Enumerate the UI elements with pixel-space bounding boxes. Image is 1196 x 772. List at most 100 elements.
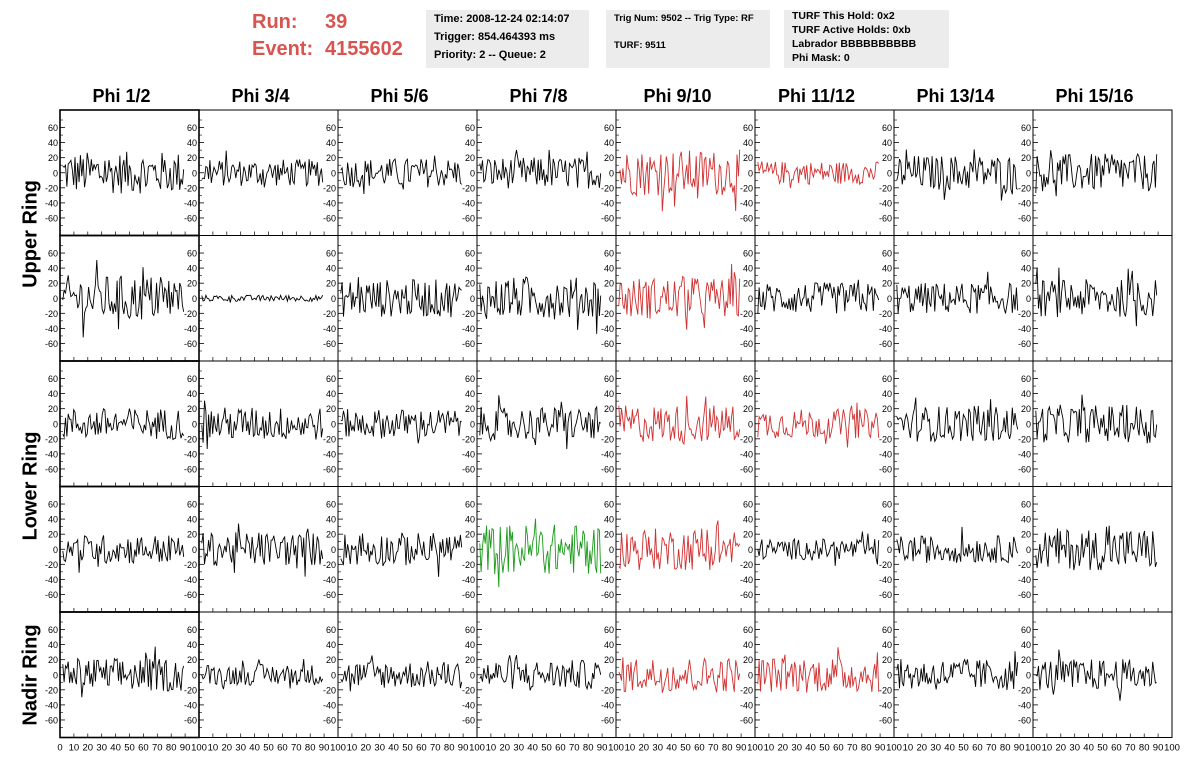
column-header-phi-7-8: Phi 7/8 bbox=[509, 86, 568, 106]
x-tick-label: 100 bbox=[1164, 743, 1180, 754]
y-tick-label: 60 bbox=[48, 625, 58, 635]
waveform-panel-r1-c4: 60 40 20 0 -20 -40 -60 bbox=[601, 235, 756, 362]
y-tick-label: -60 bbox=[184, 339, 197, 349]
y-tick-label: -20 bbox=[879, 309, 892, 319]
y-tick-label: 20 bbox=[465, 404, 475, 414]
y-tick-label: 20 bbox=[1021, 655, 1031, 665]
waveform-trace bbox=[479, 395, 601, 450]
x-tick-label: 10 bbox=[625, 743, 636, 754]
x-tick-label: 30 bbox=[791, 743, 802, 754]
x-tick-label: 10 bbox=[347, 743, 358, 754]
y-tick-label: 40 bbox=[326, 515, 336, 525]
waveform-panel-r0-c3: 60 40 20 0 -20 -40 -60 bbox=[462, 109, 617, 236]
trigger-text: Trigger: 854.464393 ms bbox=[434, 31, 556, 43]
y-tick-label: 60 bbox=[1021, 249, 1031, 259]
waveform-panel-r4-c5: 60 40 20 0 -20 -40 -60 bbox=[740, 611, 895, 738]
y-tick-label: 40 bbox=[1021, 264, 1031, 274]
waveform-trace bbox=[340, 155, 463, 195]
y-tick-label: -60 bbox=[45, 715, 58, 725]
y-tick-label: -20 bbox=[462, 434, 475, 444]
labrador-text: Labrador BBBBBBBBBB bbox=[792, 38, 917, 50]
y-tick-label: 60 bbox=[326, 123, 336, 133]
y-tick-label: -20 bbox=[184, 309, 197, 319]
panel-frame bbox=[615, 235, 756, 362]
waveform-trace bbox=[201, 150, 324, 188]
y-tick-label: -60 bbox=[323, 464, 336, 474]
waveform-trace bbox=[1035, 649, 1157, 701]
y-tick-label: 0 bbox=[192, 670, 197, 680]
y-tick-label: 40 bbox=[604, 515, 614, 525]
x-tick-label: 50 bbox=[1097, 743, 1108, 754]
y-tick-label: -60 bbox=[740, 464, 753, 474]
y-tick-label: -60 bbox=[184, 213, 197, 223]
y-tick-label: -20 bbox=[879, 685, 892, 695]
y-tick-label: 0 bbox=[887, 545, 892, 555]
x-tick-label: 50 bbox=[402, 743, 413, 754]
turf-hold-text: TURF This Hold: 0x2 bbox=[792, 10, 895, 22]
y-tick-label: 40 bbox=[187, 264, 197, 274]
x-tick-label: 20 bbox=[83, 743, 94, 754]
y-tick-label: 40 bbox=[1021, 515, 1031, 525]
y-tick-label: -20 bbox=[45, 685, 58, 695]
waveform-panel-r3-c7: 60 40 20 0 -20 -40 -60 bbox=[1018, 486, 1173, 613]
y-tick-label: 0 bbox=[331, 670, 336, 680]
x-tick-label: 20 bbox=[778, 743, 789, 754]
waveform-panel-r0-c0: 60 40 20 0 -20 -40 -60 bbox=[45, 109, 200, 237]
y-tick-label: -20 bbox=[45, 309, 58, 319]
y-tick-label: 60 bbox=[187, 625, 197, 635]
y-tick-label: 20 bbox=[604, 530, 614, 540]
y-tick-label: -60 bbox=[462, 464, 475, 474]
y-tick-label: 40 bbox=[1021, 389, 1031, 399]
waveform-panel-r1-c6: 60 40 20 0 -20 -40 -60 bbox=[879, 235, 1034, 362]
y-tick-label: 20 bbox=[326, 655, 336, 665]
x-tick-label: 100 bbox=[191, 743, 207, 754]
x-tick-label: 70 bbox=[291, 743, 302, 754]
x-tick-label: 30 bbox=[374, 743, 385, 754]
run-event-label: Run: 39 Event: 4155602 bbox=[252, 8, 422, 68]
waveform-trace bbox=[479, 518, 602, 588]
priority-text: Priority: 2 -- Queue: 2 bbox=[434, 49, 546, 61]
y-tick-label: 20 bbox=[743, 655, 753, 665]
waveform-panel-r4-c7: 60 40 20 0 -20 -40 -60 bbox=[1018, 611, 1173, 738]
y-tick-label: 60 bbox=[187, 500, 197, 510]
y-tick-label: 0 bbox=[748, 419, 753, 429]
x-tick-label: 60 bbox=[694, 743, 705, 754]
waveform-trace bbox=[479, 149, 602, 189]
x-tick-label: 20 bbox=[917, 743, 928, 754]
waveform-trace bbox=[479, 276, 602, 334]
panel-frame bbox=[893, 360, 1034, 487]
y-tick-label: 40 bbox=[465, 640, 475, 650]
y-tick-label: 60 bbox=[48, 500, 58, 510]
waveform-trace bbox=[201, 293, 324, 303]
y-tick-label: -60 bbox=[45, 464, 58, 474]
y-tick-label: 40 bbox=[882, 515, 892, 525]
y-tick-label: -60 bbox=[879, 464, 892, 474]
waveform-trace bbox=[896, 526, 1019, 564]
y-tick-label: -20 bbox=[740, 685, 753, 695]
x-tick-label: 80 bbox=[722, 743, 733, 754]
x-tick-label: 70 bbox=[152, 743, 163, 754]
waveform-trace bbox=[1035, 525, 1158, 571]
y-tick-label: -40 bbox=[45, 324, 58, 334]
waveform-trace bbox=[62, 151, 185, 194]
waveform-trace bbox=[62, 535, 185, 573]
x-tick-label: 90 bbox=[180, 743, 191, 754]
y-tick-label: 0 bbox=[331, 545, 336, 555]
y-tick-label: 20 bbox=[1021, 530, 1031, 540]
y-tick-label: 20 bbox=[48, 404, 58, 414]
y-tick-label: -40 bbox=[601, 324, 614, 334]
y-tick-label: 60 bbox=[187, 123, 197, 133]
x-tick-label: 100 bbox=[747, 743, 763, 754]
y-tick-label: 20 bbox=[187, 655, 197, 665]
waveform-panel-r2-c4: 60 40 20 0 -20 -40 -60 bbox=[601, 360, 756, 487]
y-tick-label: -20 bbox=[740, 309, 753, 319]
y-tick-label: 0 bbox=[748, 545, 753, 555]
waveform-panel-r1-c2: 60 40 20 0 -20 -40 -60 bbox=[323, 235, 478, 362]
x-tick-label: 100 bbox=[469, 743, 485, 754]
waveform-panel-r0-c7: 60 40 20 0 -20 -40 -60 bbox=[1018, 109, 1173, 236]
x-tick-label: 60 bbox=[833, 743, 844, 754]
y-tick-label: 40 bbox=[187, 138, 197, 148]
panel-frame bbox=[59, 360, 200, 488]
x-tick-label: 30 bbox=[235, 743, 246, 754]
